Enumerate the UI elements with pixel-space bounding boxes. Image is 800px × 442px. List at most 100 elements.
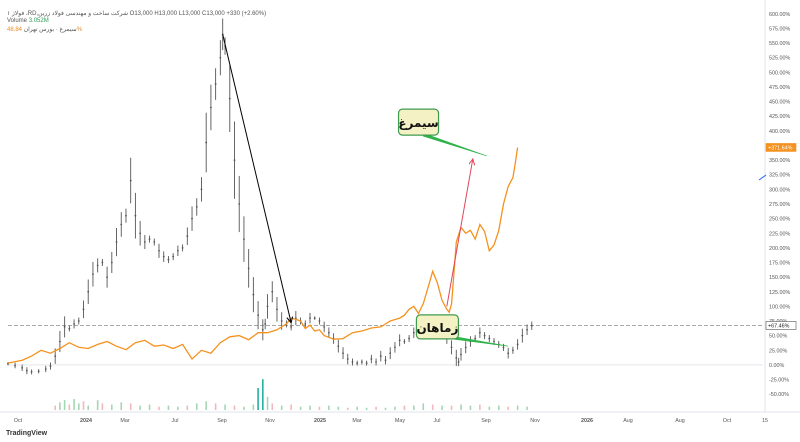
x-tick-label: Nov	[530, 418, 540, 424]
tradingview-logo: TradingView	[6, 430, 47, 437]
volume-bar	[328, 405, 330, 410]
x-tick-label: Mar	[352, 418, 361, 424]
y-tick-label: 525.00%	[769, 56, 790, 62]
volume-bar	[205, 401, 207, 410]
brand-text: TradingView	[6, 430, 48, 437]
volume-bar	[441, 405, 443, 410]
volume-bar	[73, 399, 75, 410]
price-point	[290, 325, 293, 328]
callout-pointer	[422, 132, 488, 157]
price-point	[110, 261, 113, 264]
price-point	[228, 97, 231, 100]
price-point	[478, 331, 481, 334]
y-tick-label: 500.00%	[769, 70, 790, 76]
price-point	[403, 340, 406, 343]
price-point	[87, 290, 90, 293]
x-tick-label: Sep	[217, 418, 227, 424]
price-point	[49, 365, 52, 367]
volume-bar	[82, 401, 85, 410]
volume-bar	[526, 406, 528, 410]
y-tick-label: 350.00%	[769, 158, 790, 164]
x-tick-label: Mar	[120, 418, 129, 424]
volume-bar	[497, 405, 500, 410]
price-point	[120, 223, 123, 226]
ohlc-values: O13,000 H13,000 L13,000 C13,000 +330 (+2…	[129, 11, 267, 17]
volume-bar	[469, 405, 472, 410]
price-point	[318, 320, 321, 322]
volume-bar	[346, 407, 349, 410]
volume-bar	[460, 404, 462, 410]
volume-bar	[431, 404, 434, 410]
price-badge-label: +67.46%	[768, 323, 790, 329]
price-point	[379, 355, 382, 358]
price-point	[512, 349, 514, 352]
price-point	[106, 276, 108, 279]
price-point	[37, 370, 40, 373]
y-tick-label: 250.00%	[769, 217, 790, 223]
volume-label: Volume	[7, 18, 28, 24]
x-tick-label: Oct	[14, 418, 23, 424]
price-point	[210, 106, 212, 109]
volume-bar	[262, 379, 264, 410]
y-tick-label: 50.00%	[769, 334, 787, 340]
price-point	[167, 258, 170, 261]
price-point	[186, 235, 189, 238]
price-point	[172, 255, 175, 258]
price-point	[101, 261, 104, 264]
price-badge	[765, 143, 797, 152]
price-point	[526, 328, 528, 331]
symbol-name: فولاژ ۱ ،RD,شرکت ساخت و مهندسی فولاد زری…	[7, 11, 128, 17]
price-point	[115, 241, 118, 243]
price-point	[63, 325, 66, 328]
price-point	[375, 361, 377, 363]
volume-bar	[68, 404, 71, 410]
volume-bar	[266, 396, 269, 410]
price-point	[346, 358, 349, 360]
price-point	[73, 323, 75, 325]
volume-bar	[96, 400, 99, 410]
volume-bar	[403, 405, 406, 410]
price-point	[158, 249, 160, 252]
price-point	[370, 358, 373, 360]
volume-bar	[309, 405, 311, 410]
price-point	[408, 337, 410, 340]
volume-bar	[120, 402, 123, 410]
volume-bar	[186, 405, 189, 410]
y-tick-label: -50.00%	[769, 392, 789, 398]
price-point	[457, 361, 460, 363]
volume-header: Volume 3.052M	[7, 18, 49, 24]
price-point	[54, 355, 57, 358]
volume-bar	[422, 403, 425, 410]
volume-bar	[167, 405, 170, 410]
drawing-tool-icon	[758, 174, 767, 181]
y-tick-label: 0.00%	[769, 363, 784, 369]
price-point	[356, 362, 359, 365]
price-point	[176, 249, 179, 252]
price-point	[280, 320, 283, 322]
price-point	[238, 203, 241, 205]
price-point	[474, 337, 477, 340]
price-point	[398, 339, 401, 342]
volume-bar	[450, 405, 453, 410]
y-tick-label: -25.00%	[769, 378, 789, 384]
x-tick-label: Aug	[623, 418, 633, 424]
x-tick-label: 2024	[80, 418, 92, 424]
y-tick-label: 400.00%	[769, 129, 790, 135]
price-badge-label: +371.64%	[768, 145, 793, 151]
price-point	[143, 241, 146, 243]
price-point	[412, 331, 415, 334]
y-tick-label: 325.00%	[769, 173, 790, 179]
volume-value: 3.052M	[28, 18, 49, 24]
price-point	[92, 273, 94, 276]
price-point	[134, 214, 137, 217]
callout-label: سیمرغ	[398, 116, 438, 130]
compare-line	[7, 147, 519, 364]
y-tick-label: 150.00%	[769, 275, 790, 281]
price-point	[394, 346, 396, 349]
volume-bar	[63, 400, 66, 410]
price-point	[247, 267, 250, 270]
price-point	[219, 56, 222, 59]
x-tick-label: Nov	[265, 418, 275, 424]
price-point	[200, 188, 203, 191]
